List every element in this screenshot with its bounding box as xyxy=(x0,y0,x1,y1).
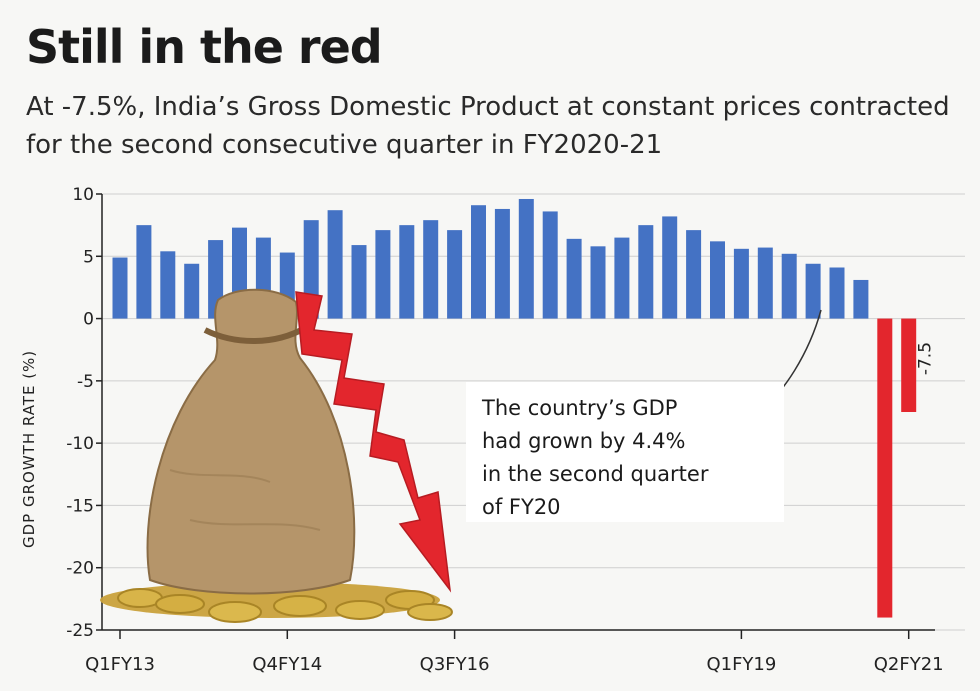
bar xyxy=(638,225,654,319)
bar xyxy=(590,246,606,319)
bar xyxy=(757,247,773,319)
tick-labels: 10 5 0 -5 -10 -15 -20 -25 Q1FY13 Q4FY14 Q3FY16 Q1FY… xyxy=(66,185,943,675)
x-tick-label: Q2FY21 xyxy=(874,654,944,675)
x-tick-label: Q1FY13 xyxy=(85,654,155,675)
x-tick-label: Q3FY16 xyxy=(420,654,490,675)
x-tick-label: Q4FY14 xyxy=(252,654,322,675)
bar xyxy=(471,205,486,319)
bar xyxy=(566,238,582,319)
bar xyxy=(160,251,176,319)
bar xyxy=(375,230,391,319)
bar xyxy=(327,210,343,319)
y-tick-label: -15 xyxy=(66,496,94,516)
bar xyxy=(686,230,702,319)
callout-box: The country’s GDP had grown by 4.4% in t… xyxy=(466,382,784,522)
bar xyxy=(112,257,128,319)
bar xyxy=(781,253,797,319)
data-label: -7.5 xyxy=(916,342,936,375)
y-tick-label: -5 xyxy=(77,372,94,392)
bar xyxy=(662,216,678,319)
downtrend-arrow-icon xyxy=(295,291,452,593)
bar xyxy=(447,230,463,319)
bar xyxy=(423,220,439,319)
bar xyxy=(805,263,821,319)
bar xyxy=(710,241,725,319)
bar xyxy=(518,198,534,319)
bar xyxy=(351,245,367,319)
bar xyxy=(901,318,917,412)
bar xyxy=(399,225,415,319)
bar xyxy=(542,211,558,319)
bar xyxy=(829,267,845,319)
chart-title: Still in the red xyxy=(26,20,383,74)
chart-subtitle: At -7.5%, India’s Gross Domestic Product… xyxy=(26,92,950,160)
y-tick-label: 0 xyxy=(83,310,94,330)
bar xyxy=(136,225,152,319)
y-tick-label: -20 xyxy=(66,559,94,579)
bar xyxy=(184,263,200,319)
y-tick-label: -10 xyxy=(66,434,94,454)
bar xyxy=(614,237,630,319)
axes xyxy=(96,193,935,639)
bar xyxy=(494,208,510,319)
bar xyxy=(853,279,869,319)
x-tick-label: Q1FY19 xyxy=(706,654,776,675)
bar xyxy=(877,318,893,618)
bars xyxy=(112,198,917,618)
y-tick-label: 10 xyxy=(72,185,94,205)
y-tick-label: 5 xyxy=(83,247,94,267)
bar xyxy=(733,248,749,319)
y-tick-label: -25 xyxy=(66,621,94,641)
